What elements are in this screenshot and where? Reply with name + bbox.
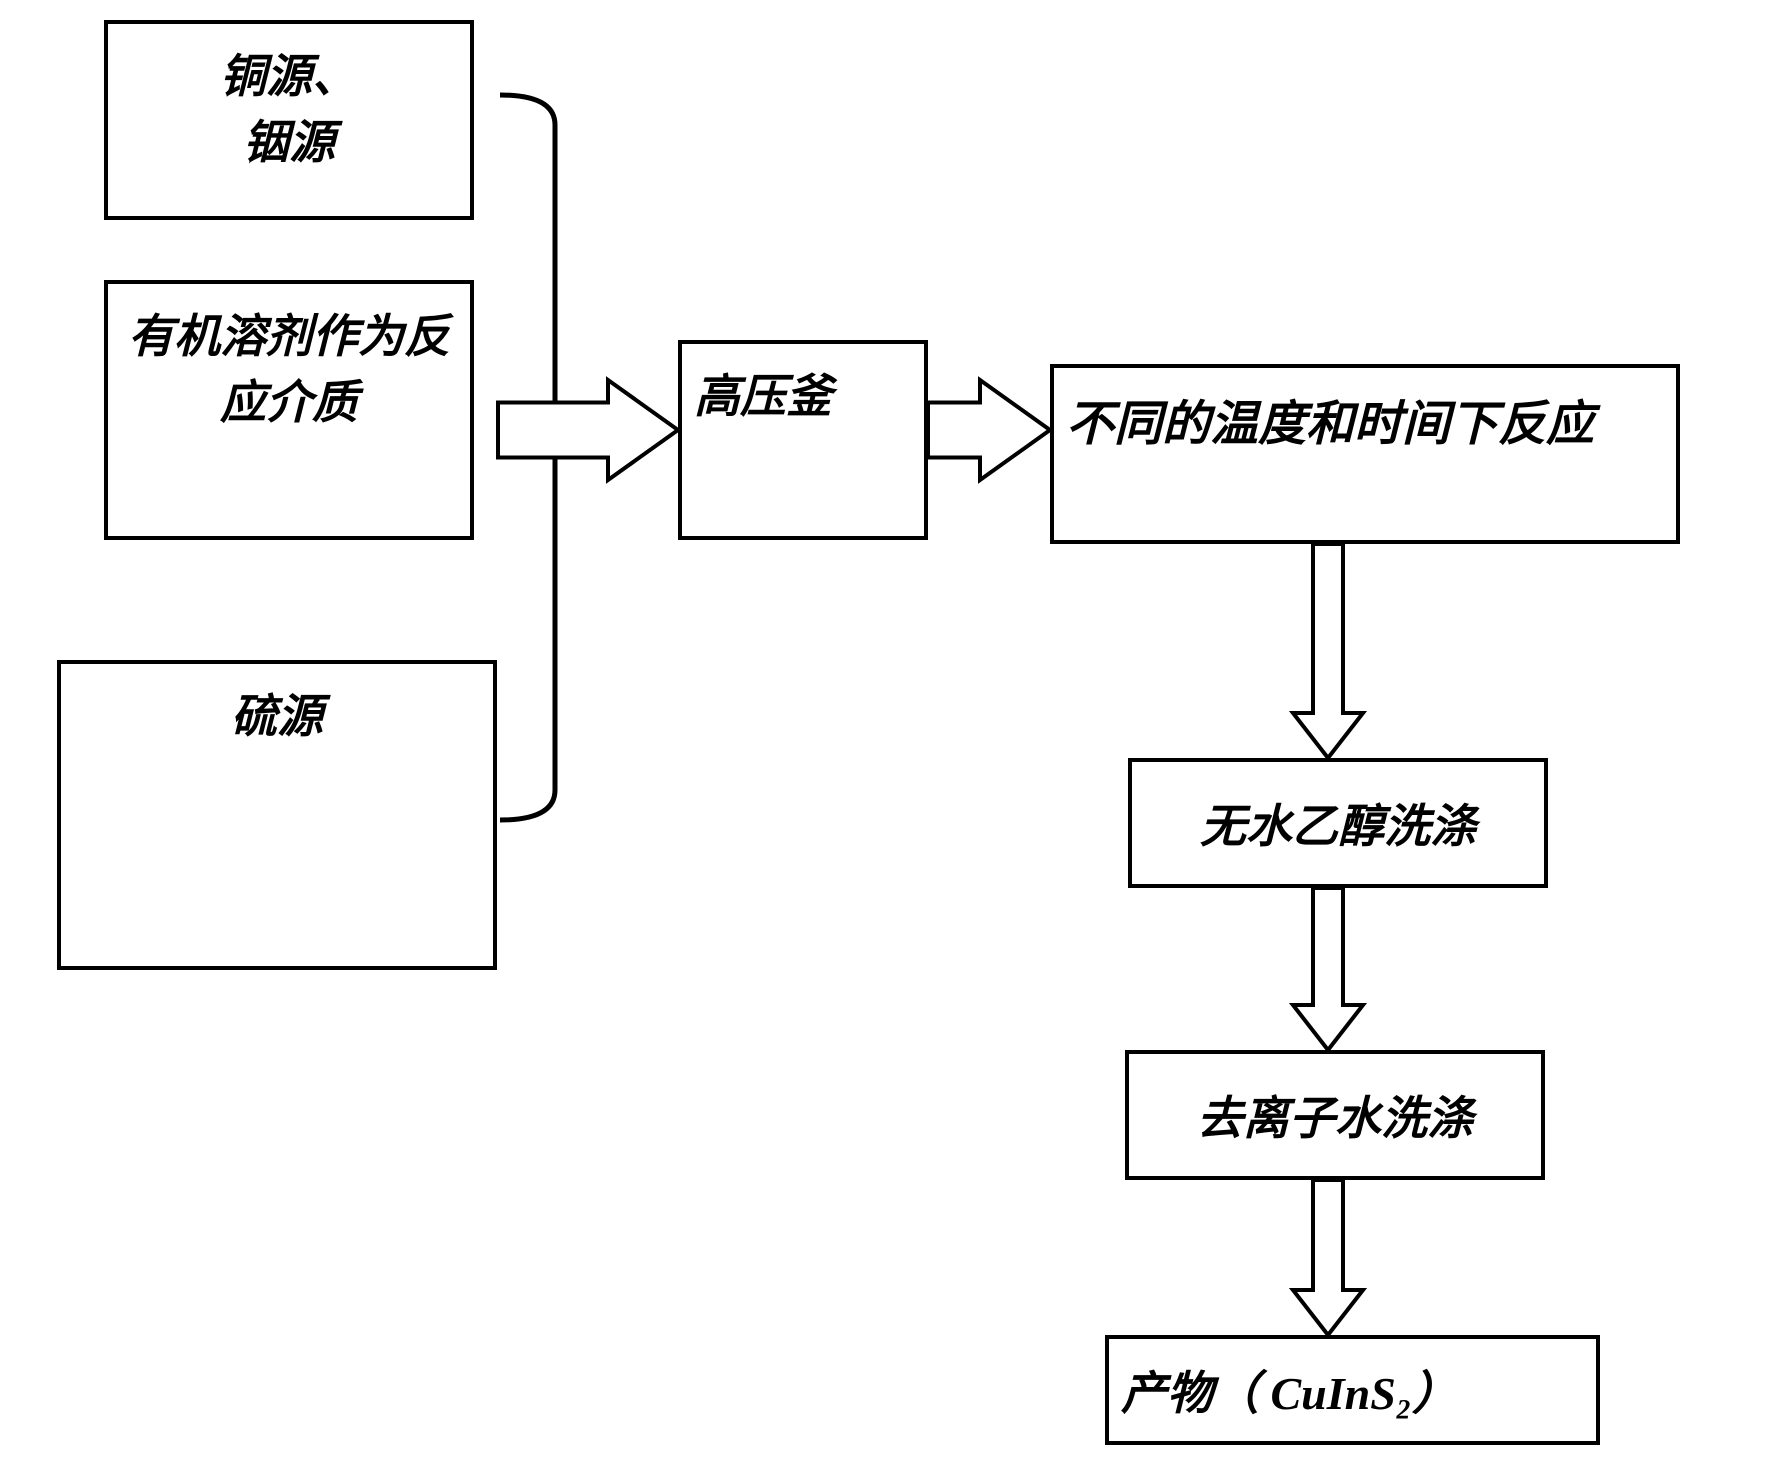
label-product: 产物（ CuInS₂）	[1121, 1357, 1584, 1423]
label-reaction: 不同的温度和时间下反应	[1066, 384, 1664, 454]
box-water-wash: 去离子水洗涤	[1125, 1050, 1545, 1180]
label-solvent: 有机溶剂作为反 应介质	[120, 300, 458, 432]
label-copper-indium: 铜源、 铟源	[120, 40, 458, 172]
label-ethanol: 无水乙醇洗涤	[1144, 790, 1532, 856]
box-reaction: 不同的温度和时间下反应	[1050, 364, 1680, 544]
box-product: 产物（ CuInS₂）	[1105, 1335, 1600, 1445]
box-sulfur-source: 硫源	[57, 660, 497, 970]
label-sulfur: 硫源	[73, 680, 481, 746]
box-solvent: 有机溶剂作为反 应介质	[104, 280, 474, 540]
box-ethanol-wash: 无水乙醇洗涤	[1128, 758, 1548, 888]
label-autoclave: 高压釜	[694, 360, 912, 426]
box-autoclave: 高压釜	[678, 340, 928, 540]
box-copper-indium-source: 铜源、 铟源	[104, 20, 474, 220]
label-water: 去离子水洗涤	[1141, 1082, 1529, 1148]
